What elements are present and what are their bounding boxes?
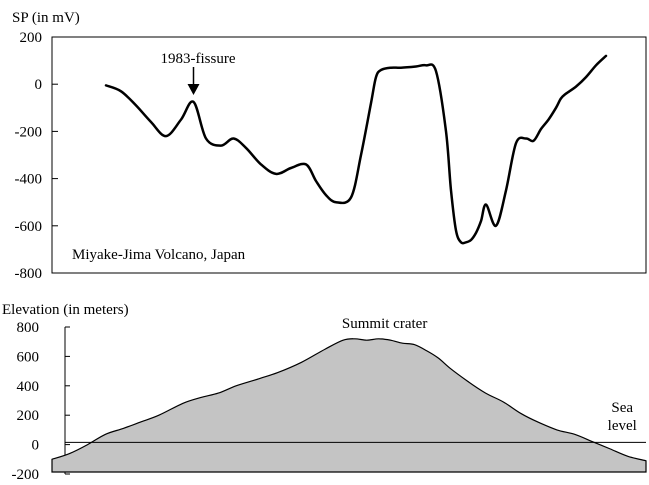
fissure-arrow bbox=[187, 67, 200, 95]
inset-label: Miyake-Jima Volcano, Japan bbox=[72, 247, 246, 263]
elevation-tick-label: -200 bbox=[12, 467, 40, 483]
fissure-annotation: 1983-fissure bbox=[161, 51, 236, 67]
elevation-axis-label: Elevation (in meters) bbox=[2, 302, 129, 318]
sp-tick-label: 0 bbox=[35, 77, 43, 93]
elevation-y-ticks: 800 600 400 200 0 -200 bbox=[12, 320, 70, 483]
summit-crater-label: Summit crater bbox=[342, 316, 427, 332]
sp-plot-frame bbox=[51, 36, 647, 274]
fissure-arrow-head bbox=[187, 84, 200, 95]
sp-tick-label: -400 bbox=[15, 172, 43, 188]
sea-level-label: Sea level bbox=[608, 400, 637, 434]
sp-tick-label: 200 bbox=[20, 30, 43, 46]
sea-level-word: Sea bbox=[611, 400, 633, 416]
elevation-tick-label: 600 bbox=[17, 349, 40, 365]
sp-series-line bbox=[104, 54, 608, 245]
elevation-chart: Elevation (in meters) 8006004002000-200 … bbox=[2, 302, 647, 483]
sp-tick-label: -200 bbox=[15, 124, 43, 140]
elevation-profile bbox=[51, 338, 647, 473]
sea-level-word: level bbox=[608, 418, 637, 434]
elevation-tick-label: 0 bbox=[32, 438, 40, 454]
elevation-tick-label: 200 bbox=[17, 408, 40, 424]
sp-tick-label: -800 bbox=[15, 266, 43, 282]
elevation-tick-label: 800 bbox=[17, 320, 40, 336]
sp-axis-label: SP (in mV) bbox=[12, 10, 80, 26]
sp-tick-label: -600 bbox=[15, 219, 43, 235]
sp-chart: SP (in mV) 200 0 -200 -400 -600 -800 1983-fis… bbox=[12, 10, 647, 282]
sp-y-ticks: 200 0 -200 -400 -600 -800 bbox=[15, 30, 58, 282]
elevation-tick-label: 400 bbox=[17, 379, 40, 395]
